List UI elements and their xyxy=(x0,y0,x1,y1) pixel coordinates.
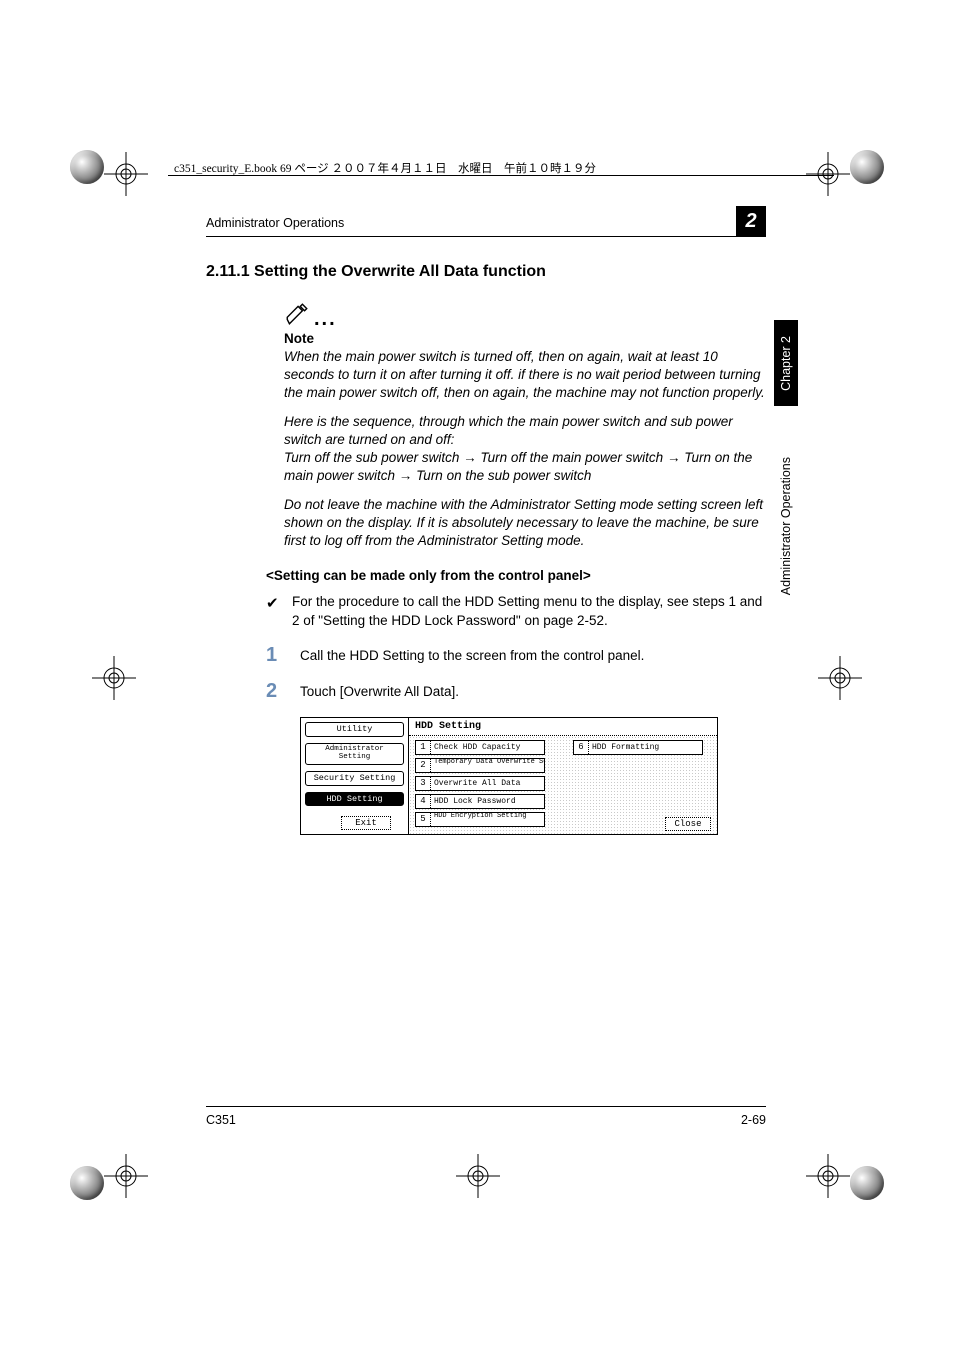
note-text: When the main power switch is turned off… xyxy=(284,348,766,550)
ss-tab-admin[interactable]: Administrator Setting xyxy=(305,743,404,765)
checklist-text: For the procedure to call the HDD Settin… xyxy=(292,593,766,631)
note-para: Do not leave the machine with the Admini… xyxy=(284,496,766,551)
side-tab-section-label: Administrator Operations xyxy=(779,457,793,595)
subheading: <Setting can be made only from the contr… xyxy=(266,568,766,583)
note-dots-icon: ... xyxy=(314,314,337,324)
register-mark xyxy=(806,152,850,196)
page: c351_security_E.book 69 ページ ２００７年４月１１日 水… xyxy=(0,0,954,1350)
running-head-text: Administrator Operations xyxy=(206,216,344,230)
note-seq: Turn off the main power switch xyxy=(480,450,667,465)
ss-body: 1Check HDD Capacity 2Temporary Data Over… xyxy=(409,736,717,835)
ss-tab-hdd[interactable]: HDD Setting xyxy=(305,792,404,807)
ss-item-formatting[interactable]: 6HDD Formatting xyxy=(573,740,703,755)
chapter-badge: 2 xyxy=(736,206,766,236)
ss-item-label: HDD Encryption Setting xyxy=(431,813,544,826)
ss-item-label: Check HDD Capacity xyxy=(431,741,544,754)
running-head: Administrator Operations 2 xyxy=(206,206,766,237)
ss-close-button[interactable]: Close xyxy=(665,817,711,831)
step: 2 Touch [Overwrite All Data]. xyxy=(266,681,766,701)
ss-item-encryption[interactable]: 5HDD Encryption Setting xyxy=(415,812,545,827)
ss-item-num: 5 xyxy=(416,813,431,826)
corner-sphere xyxy=(850,1166,884,1200)
framemaker-header: c351_security_E.book 69 ページ ２００７年４月１１日 水… xyxy=(174,160,596,176)
ss-item-overwrite-all[interactable]: 3Overwrite All Data xyxy=(415,776,545,791)
check-icon: ✔ xyxy=(266,593,282,631)
checklist-item: ✔ For the procedure to call the HDD Sett… xyxy=(266,593,766,631)
ss-item-num: 3 xyxy=(416,777,431,790)
step-number: 1 xyxy=(266,645,282,665)
ss-sidebar: Utility Administrator Setting Security S… xyxy=(301,718,409,835)
ss-item-label: Overwrite All Data xyxy=(431,777,544,790)
ss-exit-button[interactable]: Exit xyxy=(341,816,391,830)
note-seq: Turn off the sub power switch xyxy=(284,450,463,465)
note-para: Here is the sequence, through which the … xyxy=(284,413,766,486)
ss-tab-utility[interactable]: Utility xyxy=(305,722,404,737)
corner-sphere xyxy=(70,1166,104,1200)
side-tab-chapter: Chapter 2 xyxy=(774,320,798,406)
side-tab-section: Administrator Operations xyxy=(774,416,798,636)
ss-item-label: HDD Formatting xyxy=(589,741,702,754)
control-panel-screenshot: Utility Administrator Setting Security S… xyxy=(300,717,718,836)
ss-item-num: 4 xyxy=(416,795,431,808)
content-area: Administrator Operations 2 2.11.1 Settin… xyxy=(206,206,766,835)
ss-item-lock-password[interactable]: 4HDD Lock Password xyxy=(415,794,545,809)
step: 1 Call the HDD Setting to the screen fro… xyxy=(266,645,766,665)
note-para: When the main power switch is turned off… xyxy=(284,348,766,403)
ss-tab-security[interactable]: Security Setting xyxy=(305,771,404,786)
corner-sphere xyxy=(850,150,884,184)
footer-page-number: 2-69 xyxy=(741,1113,766,1127)
step-text: Touch [Overwrite All Data]. xyxy=(300,681,459,699)
register-mark xyxy=(806,1154,850,1198)
ss-item-label: Temporary Data Overwrite Setting xyxy=(431,759,544,772)
ss-item-label: HDD Lock Password xyxy=(431,795,544,808)
ss-main: HDD Setting 1Check HDD Capacity 2Tempora… xyxy=(409,718,717,835)
register-mark xyxy=(92,656,136,700)
ss-title: HDD Setting xyxy=(409,718,717,736)
ss-item-num: 6 xyxy=(574,741,589,754)
corner-sphere xyxy=(70,150,104,184)
header-rule xyxy=(168,175,834,176)
register-mark xyxy=(104,152,148,196)
ss-item-num: 2 xyxy=(416,759,431,772)
ss-item-check-capacity[interactable]: 1Check HDD Capacity xyxy=(415,740,545,755)
register-mark xyxy=(818,656,862,700)
step-number: 2 xyxy=(266,681,282,701)
page-footer: C351 2-69 xyxy=(206,1106,766,1127)
note-block: ... Note When the main power switch is t… xyxy=(284,301,766,550)
side-tab-chapter-label: Chapter 2 xyxy=(779,336,793,391)
register-mark xyxy=(456,1154,500,1198)
ss-item-temp-overwrite[interactable]: 2Temporary Data Overwrite Setting xyxy=(415,758,545,773)
pencil-icon xyxy=(284,301,310,327)
note-label: Note xyxy=(284,331,766,346)
section-title: 2.11.1 Setting the Overwrite All Data fu… xyxy=(206,263,766,281)
register-mark xyxy=(104,1154,148,1198)
step-text: Call the HDD Setting to the screen from … xyxy=(300,645,644,663)
ss-item-num: 1 xyxy=(416,741,431,754)
note-para-span: Here is the sequence, through which the … xyxy=(284,414,733,447)
note-seq: Turn on the sub power switch xyxy=(416,468,591,483)
footer-model: C351 xyxy=(206,1113,236,1127)
